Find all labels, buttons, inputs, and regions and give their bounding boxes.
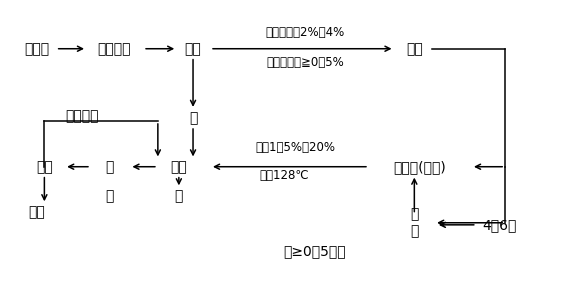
Text: 壳: 壳: [189, 111, 197, 125]
Text: 滤渣回榨: 滤渣回榨: [65, 110, 99, 124]
Text: 厚≥0．5毫米: 厚≥0．5毫米: [284, 244, 346, 258]
Text: 饼: 饼: [175, 189, 183, 203]
Text: 清理干燥: 清理干燥: [97, 42, 130, 56]
Text: 仁中含壳獱2%～4%: 仁中含壳獱2%～4%: [266, 26, 345, 39]
Text: 压榨: 压榨: [170, 160, 187, 174]
Text: 热处理(蔓炒): 热处理(蔓炒): [394, 160, 446, 174]
Text: 毛: 毛: [105, 160, 114, 174]
Text: 温度128℃: 温度128℃: [259, 169, 309, 182]
Text: 壳中含仁率≧0．5%: 壳中含仁率≧0．5%: [266, 55, 345, 69]
Text: 破碎: 破碎: [406, 42, 423, 56]
Text: 过滤: 过滤: [36, 160, 53, 174]
Text: 清油: 清油: [28, 206, 45, 219]
Text: 油: 油: [105, 189, 114, 203]
Text: 花生果: 花生果: [24, 42, 50, 56]
Text: 水劆1．5%～20%: 水劆1．5%～20%: [255, 141, 335, 154]
Text: 4～6瓣: 4～6瓣: [482, 218, 516, 232]
Text: 轧
坑: 轧 坑: [410, 208, 419, 238]
Text: 剥壳: 剥壳: [185, 42, 201, 56]
